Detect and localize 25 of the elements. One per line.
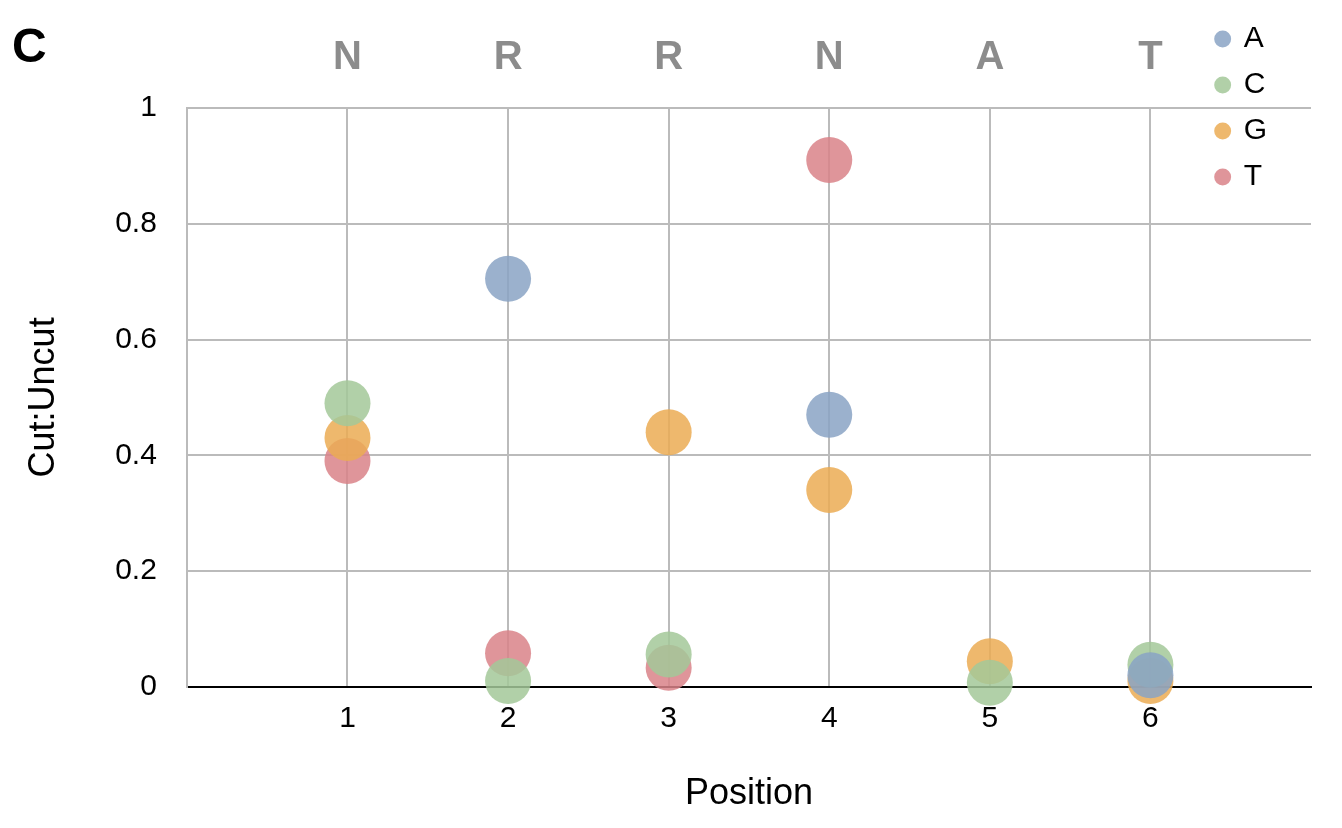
text: C [12, 18, 47, 73]
text: N [814, 33, 844, 78]
y-tick-label: 0.6 [115, 320, 157, 354]
text: T [1138, 33, 1163, 78]
legend-label: T [1243, 158, 1262, 192]
x-tick-label: 2 [499, 700, 517, 734]
text: R [654, 33, 684, 78]
x-tick-label: 3 [660, 700, 677, 734]
y-tick-label: 0.2 [115, 552, 157, 586]
legend-label: C [1243, 66, 1266, 100]
text: N [333, 33, 362, 78]
text: R [493, 33, 523, 78]
text: A [975, 33, 1005, 78]
legend-label: G [1243, 112, 1268, 146]
x-axis-title: Position [684, 771, 813, 813]
x-tick-label: 4 [820, 700, 838, 734]
x-tick-label: 1 [339, 700, 356, 734]
x-tick-label: 6 [1142, 700, 1159, 734]
legend-label: A [1243, 20, 1264, 54]
y-tick-label: 0.4 [115, 436, 157, 470]
x-tick-label: 5 [981, 700, 999, 734]
y-tick-label: 1 [140, 89, 157, 123]
y-tick-label: 0.8 [115, 205, 157, 239]
y-tick-label: 0 [140, 668, 157, 702]
y-axis-title: Cut:Uncut [20, 317, 62, 478]
